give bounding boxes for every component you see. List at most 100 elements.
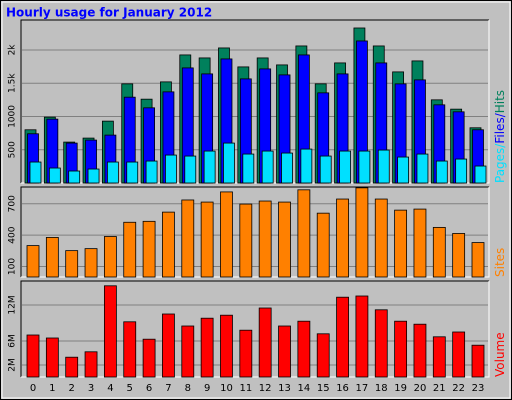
bar — [377, 149, 390, 184]
y-tick-label: 400 — [8, 226, 18, 243]
x-tick-label: 4 — [107, 383, 113, 394]
bar — [29, 161, 42, 184]
x-tick-label: 3 — [88, 383, 94, 394]
bar — [316, 333, 330, 378]
bar — [162, 211, 175, 278]
bar — [435, 160, 448, 184]
bar — [220, 314, 233, 378]
bar — [45, 237, 59, 278]
legend-entry: Pages — [493, 148, 507, 183]
bar — [106, 161, 119, 184]
panel-bevel-dark — [20, 186, 489, 277]
x-tick-label: 10 — [220, 383, 233, 394]
bar — [336, 198, 349, 278]
panel-bevel-dark — [20, 280, 489, 377]
bar — [142, 220, 156, 278]
bar — [84, 248, 98, 278]
bar — [355, 295, 369, 378]
y-tick-label: 100 — [8, 258, 18, 275]
y-tick-label: 6M — [8, 334, 18, 348]
bar — [300, 148, 313, 184]
x-tick-label: 11 — [239, 383, 252, 394]
bar — [26, 245, 40, 278]
x-tick-label: 0 — [30, 383, 36, 394]
y-tick-label: 1000 — [8, 105, 18, 128]
bar — [432, 226, 446, 278]
bar — [126, 161, 139, 184]
y-tick-label: 500 — [8, 141, 18, 158]
bar — [374, 309, 388, 378]
bar — [181, 199, 195, 278]
x-tick-label: 14 — [298, 383, 311, 394]
bar — [452, 331, 466, 378]
bar — [278, 325, 291, 378]
legend-entry: Sites — [493, 248, 507, 277]
bar — [145, 160, 158, 184]
x-tick-label: 17 — [356, 383, 369, 394]
bar — [165, 154, 177, 184]
bar — [316, 212, 330, 278]
bar — [26, 334, 40, 378]
bar — [413, 323, 427, 378]
bar — [68, 170, 81, 184]
y-tick-label: 2k — [8, 44, 18, 56]
bar — [200, 201, 214, 278]
legend: Volume — [493, 332, 507, 377]
x-tick-label: 15 — [317, 383, 330, 394]
bar — [181, 325, 195, 378]
x-tick-label: 16 — [336, 383, 349, 394]
panel — [21, 281, 489, 377]
bar — [358, 150, 371, 184]
legend: Pages/Files/Hits — [493, 90, 507, 183]
bar — [87, 168, 100, 184]
x-tick-label: 1 — [49, 383, 55, 394]
bar — [84, 351, 98, 378]
bar — [123, 221, 137, 278]
bar — [455, 158, 468, 184]
x-tick-label: 23 — [472, 383, 485, 394]
y-tick-label: 2M — [8, 358, 18, 372]
legend-entry: Hits — [493, 90, 507, 113]
bar — [319, 155, 332, 184]
bar — [432, 336, 446, 378]
x-tick-label: 8 — [185, 383, 191, 394]
bar — [471, 344, 485, 378]
x-tick-label: 9 — [204, 383, 210, 394]
bar — [394, 209, 408, 278]
x-tick-label: 19 — [394, 383, 407, 394]
legend-entry: Volume — [493, 332, 507, 377]
x-tick-label: 13 — [278, 383, 291, 394]
panel-bevel-dark — [20, 19, 489, 183]
bar — [48, 167, 61, 184]
bar — [123, 321, 137, 378]
bar — [397, 156, 410, 184]
bar — [162, 313, 175, 378]
bar — [242, 153, 255, 184]
panel-bevel-light — [21, 281, 490, 378]
bar — [103, 236, 117, 278]
bar — [200, 317, 214, 378]
bar — [239, 329, 253, 378]
y-tick-label: 1.5k — [8, 73, 18, 93]
y-tick-label: 700 — [8, 195, 18, 212]
bar — [297, 320, 311, 378]
bar — [103, 285, 117, 378]
bar — [471, 242, 485, 278]
bar — [220, 191, 233, 278]
x-tick-label: 5 — [127, 383, 133, 394]
x-tick-label: 6 — [146, 383, 152, 394]
bar — [203, 150, 216, 184]
bar — [65, 250, 79, 278]
bar — [413, 208, 427, 278]
bar — [142, 338, 156, 378]
bar — [258, 307, 272, 378]
panel-bevel-light — [21, 20, 490, 184]
bar — [336, 296, 349, 378]
bar — [223, 142, 235, 184]
bar — [355, 187, 369, 278]
y-tick-label: 12M — [8, 295, 18, 314]
legend-separator: / — [493, 143, 507, 148]
legend: Sites — [493, 248, 507, 277]
x-tick-label: 12 — [259, 383, 272, 394]
